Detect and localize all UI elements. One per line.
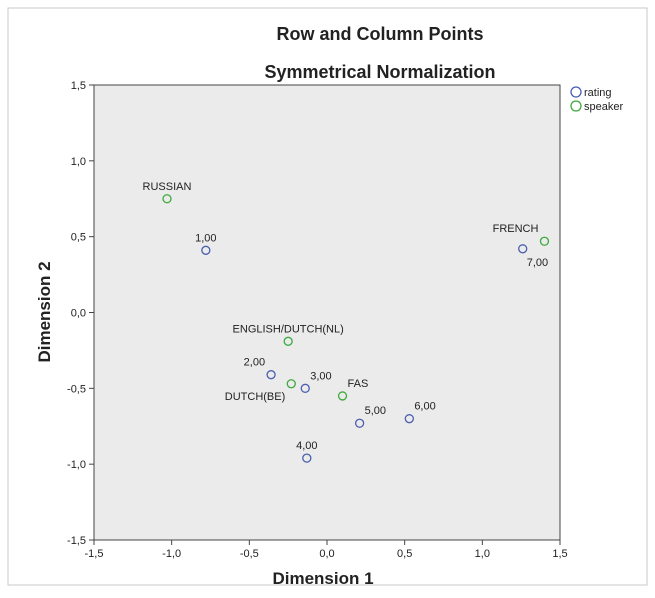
speaker-point-label: RUSSIAN <box>143 181 192 193</box>
rating-point-label: 1,00 <box>195 232 216 244</box>
x-tick-label: 0,0 <box>319 548 334 560</box>
rating-point-label: 3,00 <box>310 370 331 382</box>
rating-point-label: 5,00 <box>365 405 386 417</box>
y-tick-label: 0,5 <box>71 232 86 244</box>
x-tick-label: 0,5 <box>397 548 412 560</box>
speaker-point-label: ENGLISH/DUTCH(NL) <box>233 323 344 335</box>
x-tick-label: -0,5 <box>240 548 259 560</box>
legend: rating speaker <box>570 86 623 113</box>
data-points <box>162 194 550 463</box>
rating-point <box>518 244 528 254</box>
y-tick-label: 1,5 <box>71 80 86 92</box>
speaker-point <box>162 194 172 204</box>
rating-point <box>404 414 414 424</box>
x-axis-label: Dimension 1 <box>272 569 373 588</box>
speaker-point <box>283 336 293 346</box>
y-tick-label: 0,0 <box>71 308 86 320</box>
rating-point-label: 2,00 <box>244 357 265 369</box>
y-axis-label: Dimension 2 <box>35 261 54 362</box>
point-labels: 1,00 2,00 3,00 4,00 5,00 6,00 7,00 RUSSIAN FRENC… <box>143 181 549 452</box>
x-tick-label: -1,0 <box>162 548 181 560</box>
x-tick-label: -1,5 <box>85 548 104 560</box>
rating-point <box>201 245 211 255</box>
y-tick-label: -1,5 <box>67 535 86 547</box>
y-tick-label: -1,0 <box>67 459 86 471</box>
rating-point-label: 6,00 <box>414 401 435 413</box>
legend-label: speaker <box>584 101 623 113</box>
legend-label: rating <box>584 87 612 99</box>
legend-marker <box>570 86 582 98</box>
speaker-point-label: FRENCH <box>493 223 539 235</box>
chart-title: Row and Column Points <box>277 24 484 44</box>
rating-point <box>300 383 310 393</box>
rating-point <box>302 453 312 463</box>
rating-point <box>354 418 365 428</box>
speaker-point-label: FAS <box>348 378 369 390</box>
x-tick-label: 1,5 <box>552 548 567 560</box>
y-tick-label: -0,5 <box>67 383 86 395</box>
plot-area <box>93 84 561 541</box>
speaker-point <box>286 379 296 389</box>
legend-marker <box>570 100 582 112</box>
chart-subtitle: Symmetrical Normalization <box>264 62 495 82</box>
x-tick-label: 1,0 <box>475 548 490 560</box>
axis-ticks: -1,5 -1,0 -0,5 0,0 0,5 1,0 1,5 1,5 1,0 0,5 0,0 -0,5… <box>67 80 568 560</box>
rating-point-label: 7,00 <box>527 257 548 269</box>
rating-point <box>266 370 276 380</box>
y-tick-label: 1,0 <box>71 156 86 168</box>
speaker-point <box>539 236 550 246</box>
speaker-point <box>337 391 348 401</box>
rating-point-label: 4,00 <box>296 440 317 452</box>
speaker-point-label: DUTCH(BE) <box>225 391 286 403</box>
